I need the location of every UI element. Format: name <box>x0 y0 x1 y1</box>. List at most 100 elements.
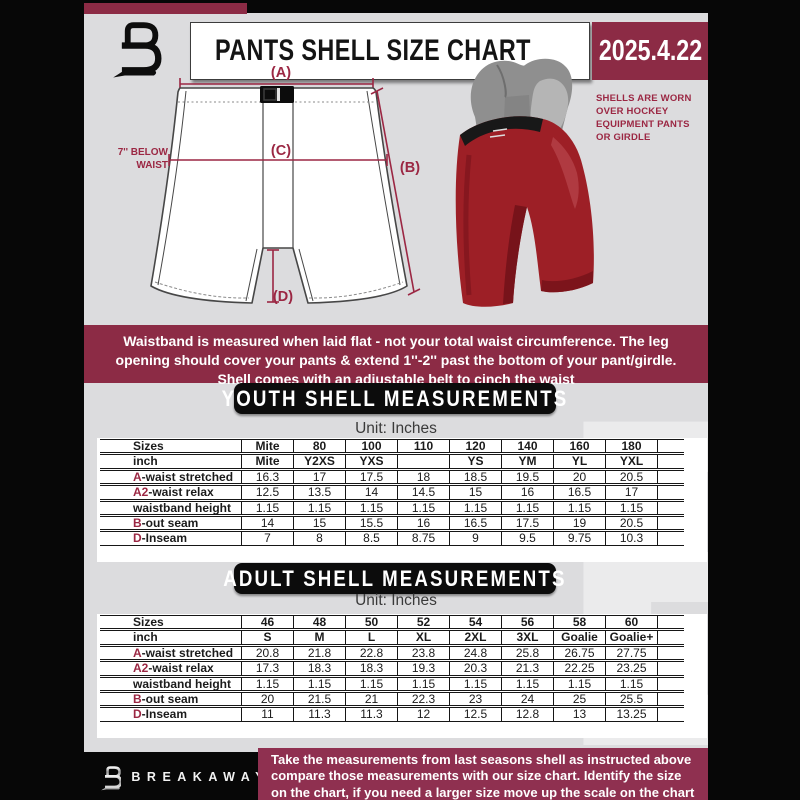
table-cell: 46 <box>241 615 293 630</box>
row-label: Sizes <box>100 615 241 630</box>
row-label: D-Inseam <box>100 531 241 546</box>
row-label-text: -out seam <box>141 516 199 531</box>
table-cell: 1.15 <box>449 676 501 692</box>
table-cell: 16 <box>501 485 553 500</box>
table-cell: 12.5 <box>449 707 501 722</box>
table-row: Sizes 46 48 50 52 54 56 58 60 <box>100 615 684 630</box>
table-cell: 48 <box>293 615 345 630</box>
table-cell: 1.15 <box>241 676 293 692</box>
table-cell: 19.5 <box>501 469 553 485</box>
measure-b-line <box>370 87 421 296</box>
adult-table: Sizes 46 48 50 52 54 56 58 60 inch S M L XL 2XL 3XL Goal… <box>100 614 684 723</box>
row-label-text: inch <box>133 454 158 469</box>
table-cell: Mite <box>241 454 293 469</box>
row-label-prefix: A <box>133 645 142 660</box>
table-cell: 17 <box>293 469 345 485</box>
text-line: Waistband is measured when laid flat - n… <box>123 333 669 349</box>
footer-brand-logo-icon <box>101 766 122 791</box>
table-margin-cell <box>657 676 684 692</box>
table-cell: 14 <box>241 516 293 531</box>
table-row: D-Inseam 7 8 8.5 8.75 9 9.5 9.75 10.3 <box>100 531 684 546</box>
table-cell: 140 <box>501 439 553 454</box>
table-margin-cell <box>657 645 684 661</box>
table-cell: 27.75 <box>605 645 657 661</box>
table-cell: 1.15 <box>345 500 397 516</box>
page-title: PANTS SHELL SIZE CHART <box>215 34 531 67</box>
waist-note: 7'' BELOW WAIST <box>96 147 168 172</box>
measure-c-line <box>168 154 388 166</box>
left-seam-line <box>157 90 187 286</box>
table-cell: 14.5 <box>397 485 449 500</box>
table-cell: 1.15 <box>501 500 553 516</box>
table-margin-cell <box>657 454 684 469</box>
table-cell: 12.5 <box>241 485 293 500</box>
text-line: opening should cover your pants & extend… <box>115 351 677 368</box>
adult-banner-label: ADULT SHELL MEASUREMENTS <box>223 565 567 591</box>
row-label-text: -Inseam <box>141 531 188 546</box>
table-row: A2-waist relax 17.3 18.3 18.3 19.3 20.3 21.3 22… <box>100 661 684 676</box>
table-cell: Goalie <box>553 630 605 645</box>
label-d: (D) <box>273 289 293 305</box>
table-cell: 1.15 <box>605 500 657 516</box>
table-margin-cell <box>657 485 684 500</box>
table-cell: 60 <box>605 615 657 630</box>
table-cell: 2XL <box>449 630 501 645</box>
table-cell: 13.5 <box>293 485 345 500</box>
table-row: waistband height 1.15 1.15 1.15 1.15 1.15 1.15… <box>100 500 684 516</box>
table-cell: 26.75 <box>553 645 605 661</box>
row-label-text: Sizes <box>133 615 164 629</box>
table-cell: 11.3 <box>293 707 345 722</box>
table-margin-cell <box>657 630 684 645</box>
row-label: B-out seam <box>100 692 241 707</box>
table-cell: 21 <box>345 692 397 707</box>
table-cell: 8.5 <box>345 531 397 546</box>
row-label-text: waistband height <box>133 676 232 691</box>
youth-table: Sizes Mite 80 100 110 120 140 160 180 inch Mite Y2X… <box>100 438 684 547</box>
table-cell: 13 <box>553 707 605 722</box>
text-line: on the chart, if you need a larger size … <box>271 784 695 800</box>
row-label-prefix: A2 <box>133 485 149 500</box>
table-cell: 9.75 <box>553 531 605 546</box>
table-cell: 21.8 <box>293 645 345 661</box>
label-c: (C) <box>271 143 291 159</box>
shell-photo-note: SHELLS ARE WORN OVER HOCKEY EQUIPMENT PANT… <box>596 92 708 144</box>
text-line: SHELLS ARE WORN <box>596 93 692 104</box>
table-cell: 21.5 <box>293 692 345 707</box>
table-cell: YXL <box>605 454 657 469</box>
table-cell: S <box>241 630 293 645</box>
table-row: Sizes Mite 80 100 110 120 140 160 180 <box>100 439 684 454</box>
table-cell: Goalie+ <box>605 630 657 645</box>
table-cell: 17 <box>605 485 657 500</box>
row-label-text: -waist stretched <box>141 645 234 660</box>
table-cell: 16.5 <box>553 485 605 500</box>
table-cell: 12.8 <box>501 707 553 722</box>
footer-brand: BREAKAWAY <box>100 758 270 796</box>
adult-unit-label: Unit: Inches <box>355 592 437 609</box>
text-line: Shell comes with an adjustable belt to c… <box>217 370 575 387</box>
table-cell: 11 <box>241 707 293 722</box>
table-cell: 16.5 <box>449 516 501 531</box>
row-label-text: -waist relax <box>148 661 214 676</box>
date-label: 2025.4.22 <box>598 34 703 67</box>
row-label: A2-waist relax <box>100 485 241 500</box>
table-cell: 1.15 <box>293 500 345 516</box>
belt-buckle <box>260 86 294 103</box>
right-inseam-stitch <box>298 248 314 302</box>
text-line: OVER HOCKEY <box>596 106 669 117</box>
row-label: inch <box>100 454 241 469</box>
row-label-prefix: D <box>133 707 142 722</box>
table-cell: YXS <box>345 454 397 469</box>
row-label-prefix: B <box>133 692 142 707</box>
table-cell: 1.15 <box>449 500 501 516</box>
content-area: B PANTS SHELL SIZE CHART 2025.4.22 <box>84 13 708 752</box>
table-cell: 7 <box>241 531 293 546</box>
table-cell: 80 <box>293 439 345 454</box>
table-cell: 20.5 <box>605 469 657 485</box>
table-cell: 22.3 <box>397 692 449 707</box>
row-label-text: -Inseam <box>141 707 188 722</box>
table-cell: 17.3 <box>241 661 293 676</box>
table-margin-cell <box>657 500 684 516</box>
row-label-prefix: D <box>133 531 142 546</box>
table-cell <box>397 454 449 469</box>
table-margin-cell <box>657 516 684 531</box>
